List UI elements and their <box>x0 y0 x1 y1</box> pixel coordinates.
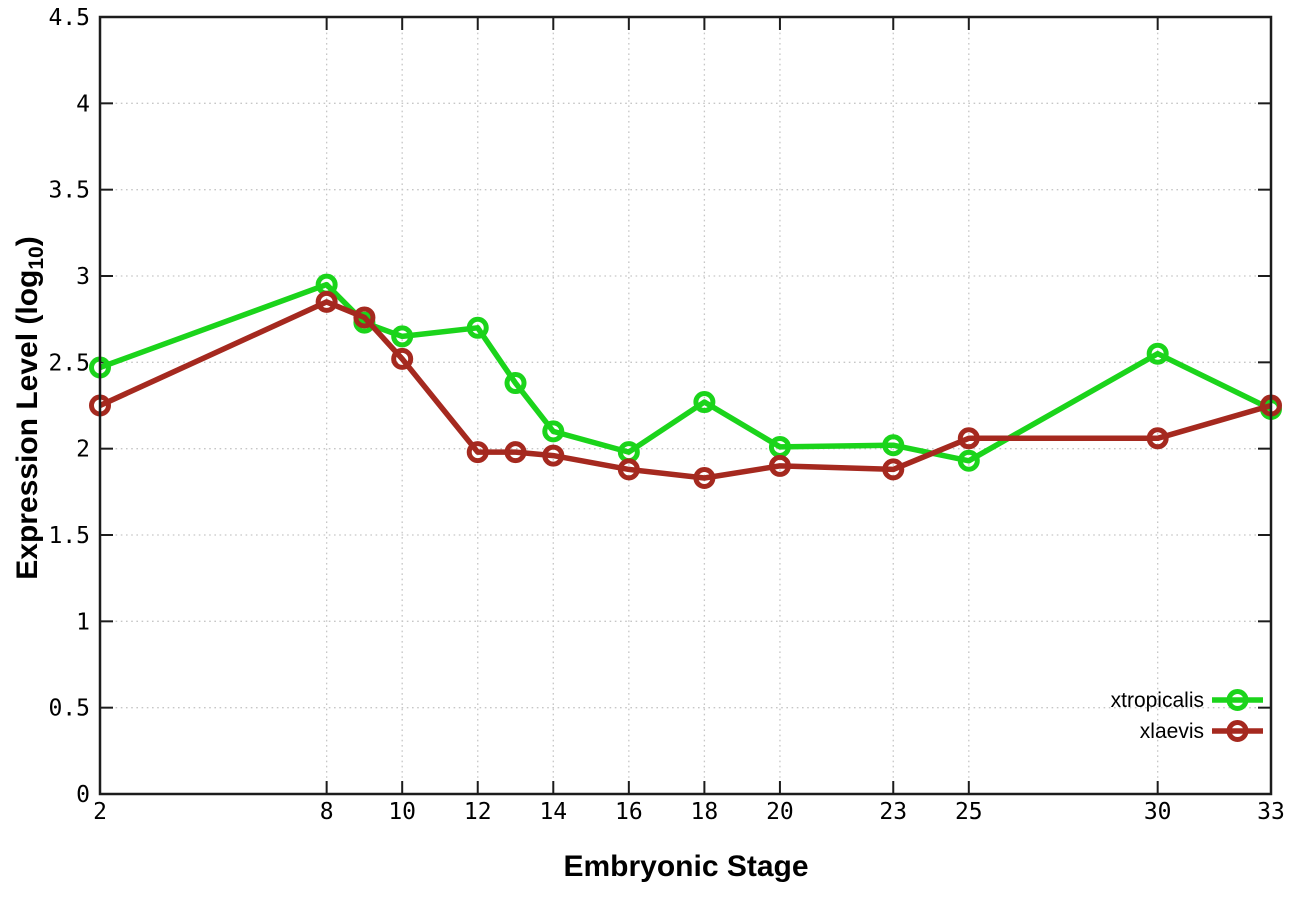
data-point-xtropicalis <box>693 391 716 414</box>
data-point-xlaevis <box>466 441 489 464</box>
data-point-xtropicalis <box>466 316 489 339</box>
data-point-xlaevis <box>1146 427 1169 450</box>
x-tick-label: 25 <box>955 799 983 825</box>
x-tick-label: 30 <box>1144 799 1172 825</box>
x-tick-label: 16 <box>615 799 643 825</box>
data-point-xlaevis <box>882 458 905 481</box>
data-point-xtropicalis <box>957 449 980 472</box>
data-point-xlaevis <box>617 458 640 481</box>
y-axis-label-main: Expression Level (log <box>11 269 45 580</box>
data-point-xlaevis <box>957 427 980 450</box>
y-tick-label: 4.5 <box>48 5 90 31</box>
data-point-xlaevis <box>542 444 565 467</box>
plot-border <box>98 15 1273 796</box>
x-tick-label: 10 <box>388 799 416 825</box>
x-tick-label: 2 <box>93 799 107 825</box>
data-point-xtropicalis <box>391 325 414 348</box>
x-tick-label: 14 <box>539 799 567 825</box>
x-axis-label: Embryonic Stage <box>563 850 809 883</box>
y-tick-label: 4 <box>76 91 90 117</box>
tick-marks <box>99 16 1272 795</box>
legend: xtropicalis xlaevis <box>1111 689 1263 743</box>
y-tick-label: 3 <box>76 264 90 290</box>
x-tick-label: 33 <box>1257 799 1285 825</box>
y-tick-label: 1.5 <box>48 523 90 549</box>
data-point-xtropicalis <box>504 372 527 395</box>
y-tick-label: 1 <box>76 609 90 635</box>
data-point-xtropicalis <box>882 434 905 457</box>
y-tick-label: 2.5 <box>48 350 90 376</box>
x-tick-label: 12 <box>464 799 492 825</box>
y-tick-label: 2 <box>76 437 90 463</box>
gridlines <box>99 16 1272 795</box>
data-point-xtropicalis <box>1146 342 1169 365</box>
data-point-xlaevis <box>768 454 791 477</box>
legend-label-xtropicalis: xtropicalis <box>1111 689 1204 712</box>
data-point-xtropicalis <box>542 420 565 443</box>
y-tick-label: 3.5 <box>48 178 90 204</box>
x-tick-label: 8 <box>320 799 334 825</box>
y-tick-label: 0 <box>76 782 90 808</box>
data-point-xlaevis <box>315 290 338 313</box>
x-tick-label: 20 <box>766 799 794 825</box>
legend-marker-xtropicalis <box>1226 689 1249 711</box>
data-point-xlaevis <box>391 347 414 370</box>
legend-marker-xlaevis <box>1226 720 1249 742</box>
data-point-xlaevis <box>353 306 376 329</box>
tick-labels: 2 8 10 12 14 16 18 20 23 25 30 33 0 0.5 1 1.5 2 2.5 3 3.5 4 4… <box>48 5 1284 825</box>
y-axis-label-end: ) <box>11 236 45 247</box>
series-line-xtropicalis <box>99 281 1273 464</box>
data-point-xlaevis <box>504 441 527 464</box>
x-tick-label: 18 <box>691 799 719 825</box>
series-xlaevis <box>89 290 1282 490</box>
y-axis-label-subscript: 10 <box>24 246 48 270</box>
legend-label-xlaevis: xlaevis <box>1140 720 1204 743</box>
x-tick-label: 23 <box>879 799 907 825</box>
y-axis-label: Expression Level (log10) <box>11 236 49 579</box>
data-point-xlaevis <box>693 467 716 490</box>
y-tick-label: 0.5 <box>48 696 90 722</box>
